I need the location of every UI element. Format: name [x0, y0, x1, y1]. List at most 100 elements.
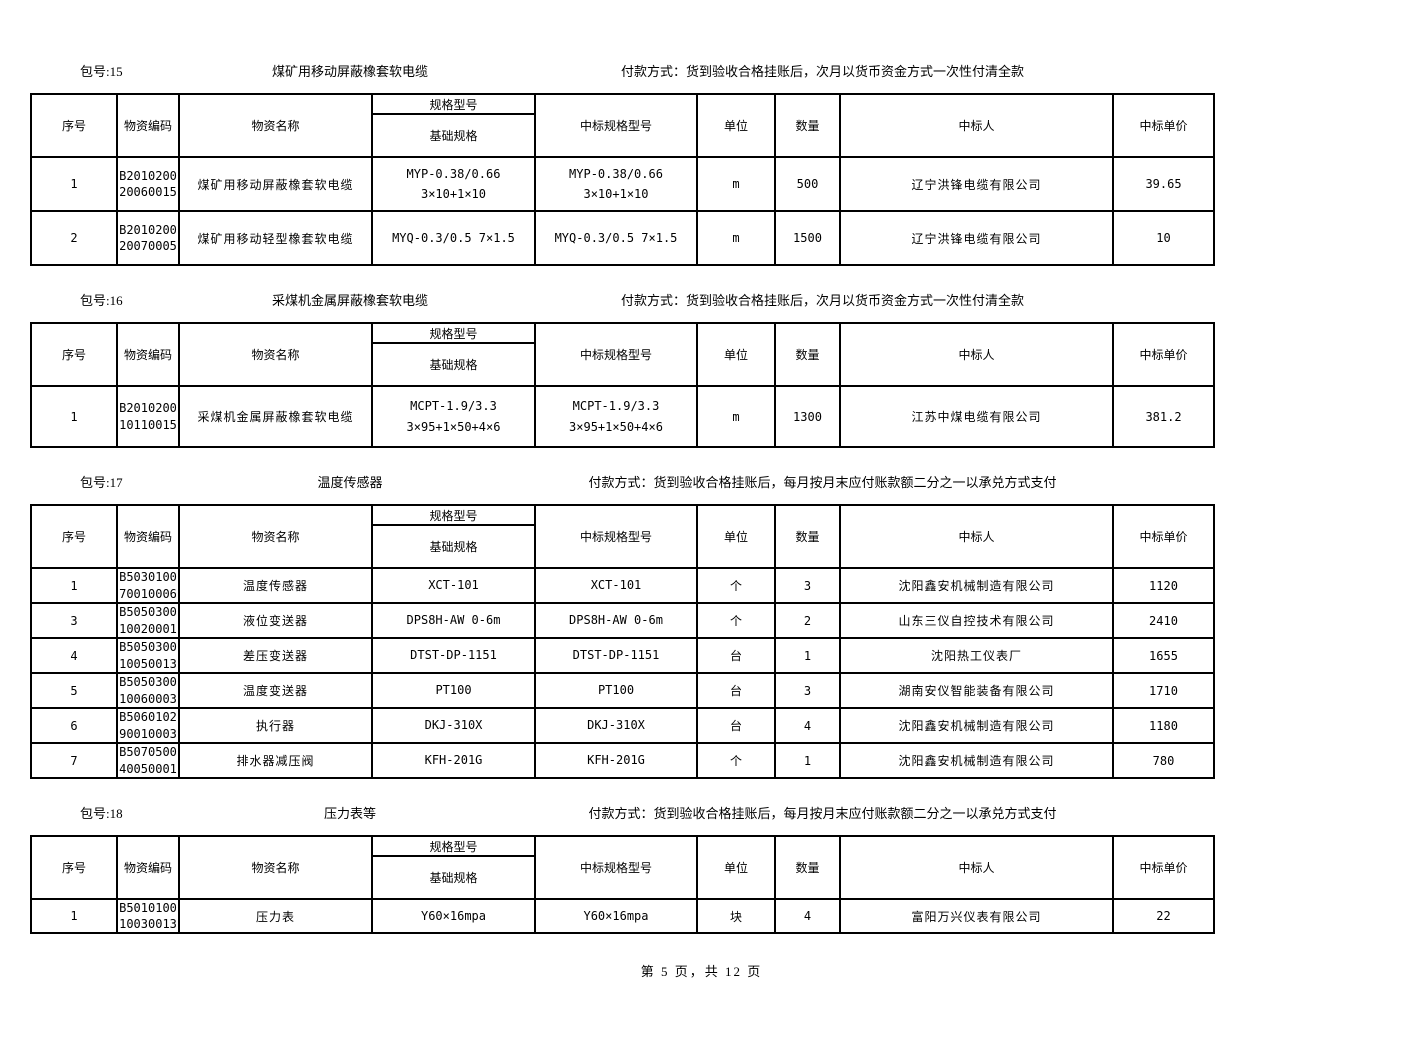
col-header-price: 中标单价 [1112, 93, 1215, 158]
col-header-qty: 数量 [774, 504, 841, 569]
document-page: 包号:15 煤矿用移动屏蔽橡套软电缆 付款方式：货到验收合格挂账后，次月以货币资… [30, 60, 1215, 935]
package-header-line: 包号:16 采煤机金属屏蔽橡套软电缆 付款方式：货到验收合格挂账后，次月以货币资… [30, 289, 1213, 309]
col-header-qty: 数量 [774, 93, 841, 158]
table-header-row: 序号 物资编码 物资名称 规格型号 基础规格 中标规格型号 单位 数量 中标人 … [30, 835, 1215, 900]
cell-seq: 1 [30, 897, 118, 935]
col-header-winner: 中标人 [839, 93, 1114, 158]
col-header-unit: 单位 [696, 93, 776, 158]
table-row: 1 B2010200 20060015 煤矿用移动屏蔽橡套软电缆 MYP-0.3… [30, 156, 1215, 212]
cell-material-name: 排水器减压阀 [178, 742, 373, 779]
cell-seq: 1 [30, 567, 118, 604]
bid-results-table: 序号 物资编码 物资名称 规格型号 基础规格 中标规格型号 单位 数量 中标人 … [30, 93, 1215, 266]
cell-unit: m [696, 210, 776, 266]
cell-unit: 块 [696, 897, 776, 935]
col-header-bid-spec: 中标规格型号 [534, 322, 698, 387]
table-header-row: 序号 物资编码 物资名称 规格型号 基础规格 中标规格型号 单位 数量 中标人 … [30, 93, 1215, 158]
cell-base-spec: MCPT-1.9/3.3 3×95+1×50+4×6 [371, 385, 536, 448]
table-body: 1 B2010200 10110015 采煤机金属屏蔽橡套软电缆 MCPT-1.… [30, 385, 1215, 448]
cell-material-code: B5050300 10050013 [116, 637, 180, 674]
col-header-spec-model: 规格型号 [374, 325, 533, 344]
cell-seq: 5 [30, 672, 118, 709]
cell-seq: 1 [30, 385, 118, 448]
col-header-qty: 数量 [774, 835, 841, 900]
cell-price: 39.65 [1112, 156, 1215, 212]
cell-winner: 湖南安仪智能装备有限公司 [839, 672, 1114, 709]
cell-price: 1180 [1112, 707, 1215, 744]
package-section: 包号:15 煤矿用移动屏蔽橡套软电缆 付款方式：货到验收合格挂账后，次月以货币资… [30, 60, 1215, 266]
col-header-spec: 规格型号 基础规格 [371, 93, 536, 158]
cell-base-spec: PT100 [371, 672, 536, 709]
cell-qty: 3 [774, 567, 841, 604]
table-row: 1 B5030100 70010006 温度传感器 XCT-101 XCT-10… [30, 567, 1215, 604]
col-header-name: 物资名称 [178, 93, 373, 158]
col-header-qty: 数量 [774, 322, 841, 387]
cell-winner: 沈阳热工仪表厂 [839, 637, 1114, 674]
cell-base-spec: DKJ-310X [371, 707, 536, 744]
bid-results-table: 序号 物资编码 物资名称 规格型号 基础规格 中标规格型号 单位 数量 中标人 … [30, 835, 1215, 935]
cell-material-code: B5050300 10020001 [116, 602, 180, 639]
package-sections: 包号:15 煤矿用移动屏蔽橡套软电缆 付款方式：货到验收合格挂账后，次月以货币资… [30, 60, 1215, 935]
cell-material-code: B2010200 20060015 [116, 156, 180, 212]
cell-base-spec: DTST-DP-1151 [371, 637, 536, 674]
cell-bid-spec: DPS8H-AW 0-6m [534, 602, 698, 639]
cell-qty: 3 [774, 672, 841, 709]
col-header-seq: 序号 [30, 322, 118, 387]
col-header-price: 中标单价 [1112, 835, 1215, 900]
cell-price: 22 [1112, 897, 1215, 935]
cell-base-spec: XCT-101 [371, 567, 536, 604]
cell-qty: 1 [774, 637, 841, 674]
cell-price: 1655 [1112, 637, 1215, 674]
cell-material-name: 执行器 [178, 707, 373, 744]
cell-material-name: 煤矿用移动轻型橡套软电缆 [178, 210, 373, 266]
cell-winner: 富阳万兴仪表有限公司 [839, 897, 1114, 935]
cell-unit: 个 [696, 742, 776, 779]
col-header-seq: 序号 [30, 835, 118, 900]
cell-unit: m [696, 385, 776, 448]
cell-qty: 2 [774, 602, 841, 639]
col-header-price: 中标单价 [1112, 504, 1215, 569]
payment-terms: 付款方式：货到验收合格挂账后，每月按月末应付账款额二分之一以承兑方式支付 [588, 805, 1057, 821]
cell-bid-spec: MCPT-1.9/3.3 3×95+1×50+4×6 [534, 385, 698, 448]
package-name: 压力表等 [323, 805, 376, 821]
cell-material-name: 液位变送器 [178, 602, 373, 639]
cell-material-name: 压力表 [178, 897, 373, 935]
cell-seq: 4 [30, 637, 118, 674]
bid-results-table: 序号 物资编码 物资名称 规格型号 基础规格 中标规格型号 单位 数量 中标人 … [30, 322, 1215, 448]
payment-terms: 付款方式：货到验收合格挂账后，次月以货币资金方式一次性付清全款 [620, 63, 1024, 79]
package-section: 包号:18 压力表等 付款方式：货到验收合格挂账后，每月按月末应付账款额二分之一… [30, 802, 1215, 935]
cell-bid-spec: PT100 [534, 672, 698, 709]
package-number-label: 包号:17 [80, 474, 123, 490]
package-name: 煤矿用移动屏蔽橡套软电缆 [271, 63, 428, 79]
cell-qty: 1 [774, 742, 841, 779]
cell-price: 1120 [1112, 567, 1215, 604]
cell-material-code: B5050300 10060003 [116, 672, 180, 709]
table-row: 3 B5050300 10020001 液位变送器 DPS8H-AW 0-6m … [30, 602, 1215, 639]
cell-price: 780 [1112, 742, 1215, 779]
payment-terms: 付款方式：货到验收合格挂账后，每月按月末应付账款额二分之一以承兑方式支付 [588, 474, 1057, 490]
col-header-unit: 单位 [696, 835, 776, 900]
cell-qty: 500 [774, 156, 841, 212]
package-number-label: 包号:15 [80, 63, 123, 79]
cell-winner: 沈阳鑫安机械制造有限公司 [839, 567, 1114, 604]
col-header-bid-spec: 中标规格型号 [534, 835, 698, 900]
cell-winner: 江苏中煤电缆有限公司 [839, 385, 1114, 448]
cell-winner: 山东三仪自控技术有限公司 [839, 602, 1114, 639]
package-number-label: 包号:18 [80, 805, 123, 821]
table-body: 1 B5030100 70010006 温度传感器 XCT-101 XCT-10… [30, 567, 1215, 779]
col-header-base-spec: 基础规格 [429, 540, 478, 554]
cell-price: 381.2 [1112, 385, 1215, 448]
col-header-name: 物资名称 [178, 322, 373, 387]
table-row: 1 B2010200 10110015 采煤机金属屏蔽橡套软电缆 MCPT-1.… [30, 385, 1215, 448]
cell-base-spec: MYQ-0.3/0.5 7×1.5 [371, 210, 536, 266]
cell-material-code: B5060102 90010003 [116, 707, 180, 744]
col-header-base-spec: 基础规格 [429, 129, 478, 143]
package-section: 包号:16 采煤机金属屏蔽橡套软电缆 付款方式：货到验收合格挂账后，次月以货币资… [30, 289, 1215, 448]
table-row: 2 B2010200 20070005 煤矿用移动轻型橡套软电缆 MYQ-0.3… [30, 210, 1215, 266]
cell-bid-spec: XCT-101 [534, 567, 698, 604]
cell-qty: 4 [774, 897, 841, 935]
cell-winner: 辽宁洪锋电缆有限公司 [839, 156, 1114, 212]
cell-base-spec: KFH-201G [371, 742, 536, 779]
cell-unit: 个 [696, 602, 776, 639]
col-header-spec-model: 规格型号 [374, 96, 533, 115]
cell-unit: m [696, 156, 776, 212]
